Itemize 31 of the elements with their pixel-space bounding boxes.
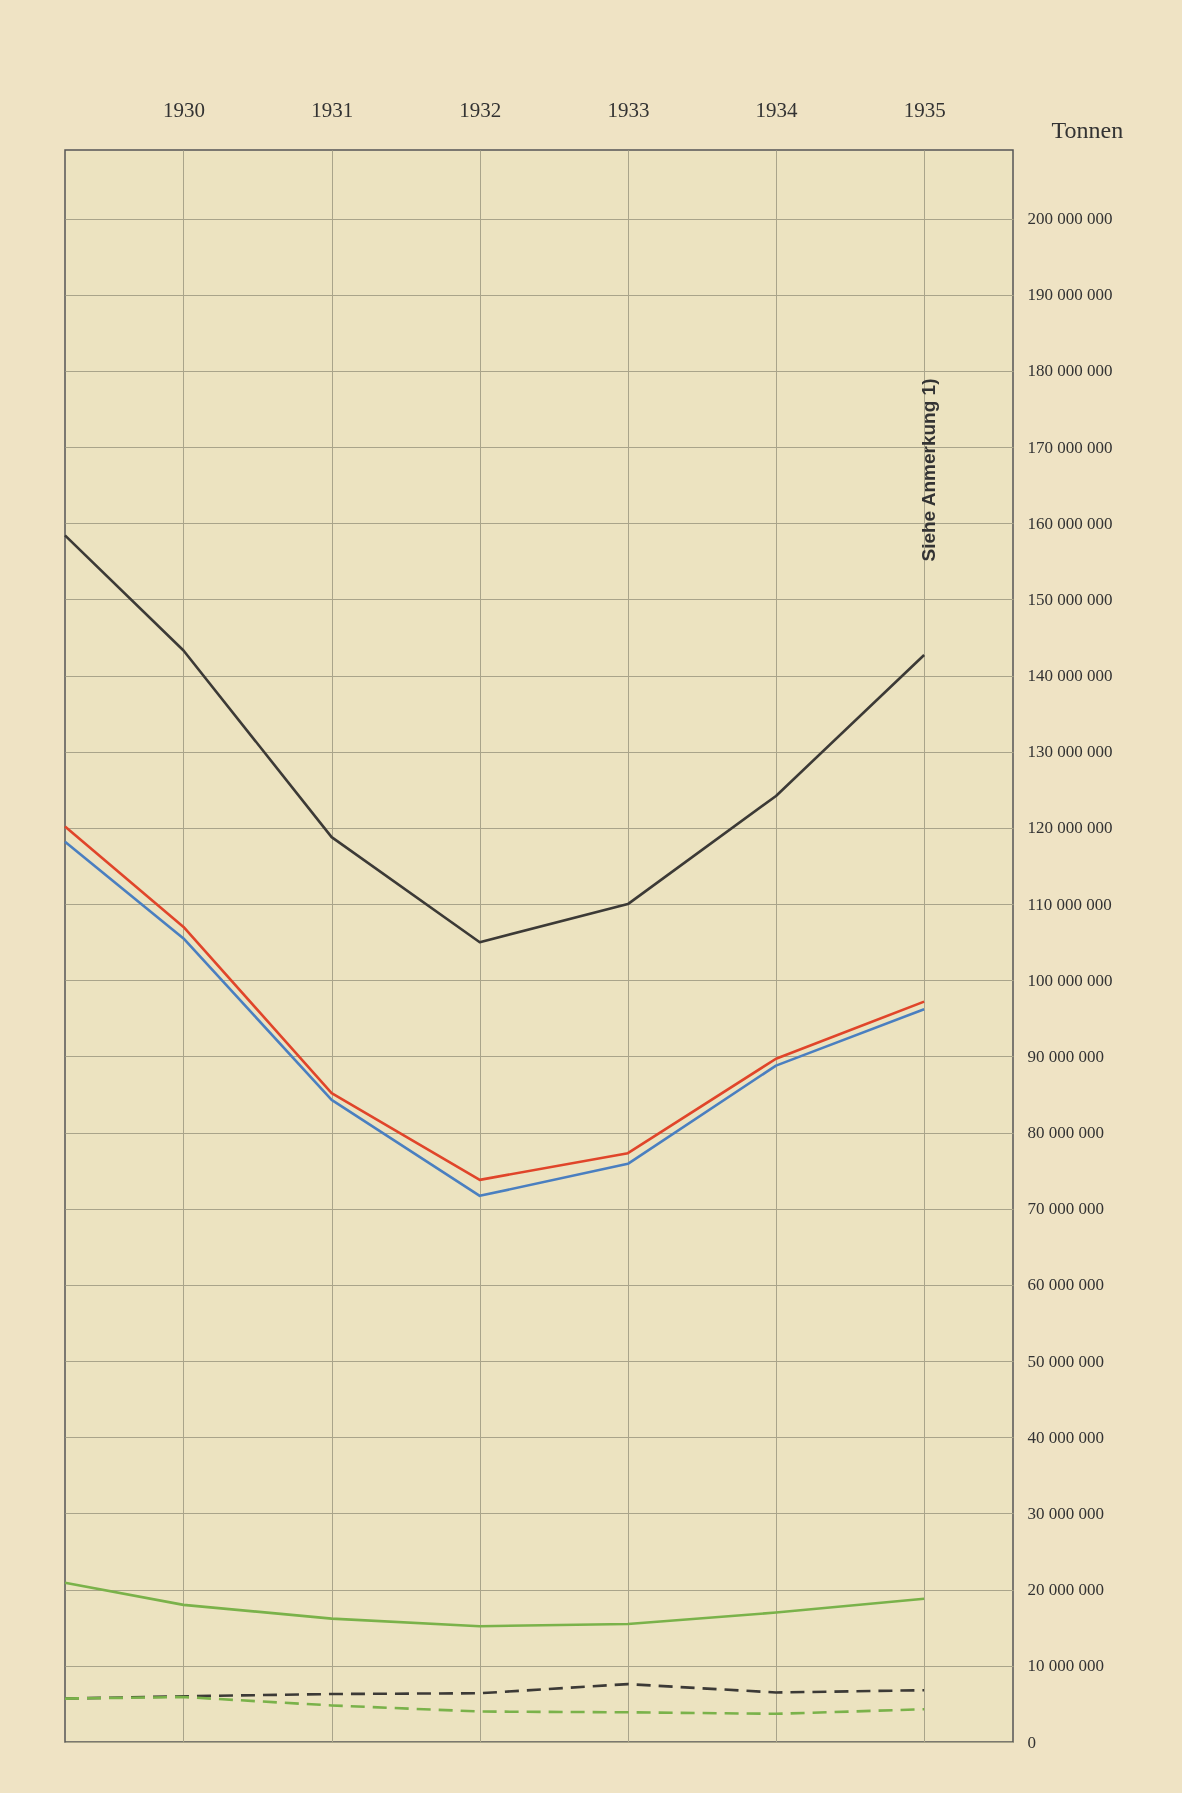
y-tick-label: 120 000 000 bbox=[1027, 818, 1113, 838]
y-tick-label: 150 000 000 bbox=[1027, 589, 1113, 609]
x-tick-label: 1935 bbox=[903, 97, 946, 122]
y-tick-label: 170 000 000 bbox=[1027, 437, 1113, 457]
y-tick-label: 0 bbox=[1027, 1732, 1036, 1752]
y-tick-label: 20 000 000 bbox=[1027, 1580, 1104, 1600]
y-tick-label: 160 000 000 bbox=[1027, 513, 1113, 533]
y-tick-label: 130 000 000 bbox=[1027, 742, 1113, 762]
y-tick-label: 140 000 000 bbox=[1027, 666, 1113, 686]
y-tick-label: 50 000 000 bbox=[1027, 1351, 1104, 1371]
y-tick-label: 190 000 000 bbox=[1027, 285, 1113, 305]
y-tick-label: 10 000 000 bbox=[1027, 1656, 1104, 1676]
y-tick-label: 80 000 000 bbox=[1027, 1123, 1104, 1143]
annotation: Siehe Anmerkung 1) bbox=[918, 378, 939, 562]
y-tick-label: 180 000 000 bbox=[1027, 361, 1113, 381]
line-series bbox=[63, 1581, 926, 1628]
y-tick-label: 40 000 000 bbox=[1027, 1427, 1104, 1447]
y-tick-label: 100 000 000 bbox=[1027, 970, 1113, 990]
x-tick-label: 1932 bbox=[459, 97, 502, 122]
y-tick-label: 110 000 000 bbox=[1027, 894, 1112, 914]
y-tick-label: 70 000 000 bbox=[1027, 1199, 1104, 1219]
x-tick-label: 1933 bbox=[607, 97, 650, 122]
y-tick-label: 30 000 000 bbox=[1027, 1503, 1104, 1523]
line-series bbox=[63, 1695, 926, 1716]
y-tick-label: 200 000 000 bbox=[1027, 209, 1113, 229]
x-tick-label: 1931 bbox=[311, 97, 354, 122]
x-tick-label: 1930 bbox=[163, 97, 205, 122]
y-tick-label: 60 000 000 bbox=[1027, 1275, 1104, 1295]
x-tick-label: 1934 bbox=[755, 97, 798, 122]
y-tick-label: 90 000 000 bbox=[1027, 1046, 1104, 1066]
y-axis-title: Tonnen bbox=[1051, 116, 1124, 143]
